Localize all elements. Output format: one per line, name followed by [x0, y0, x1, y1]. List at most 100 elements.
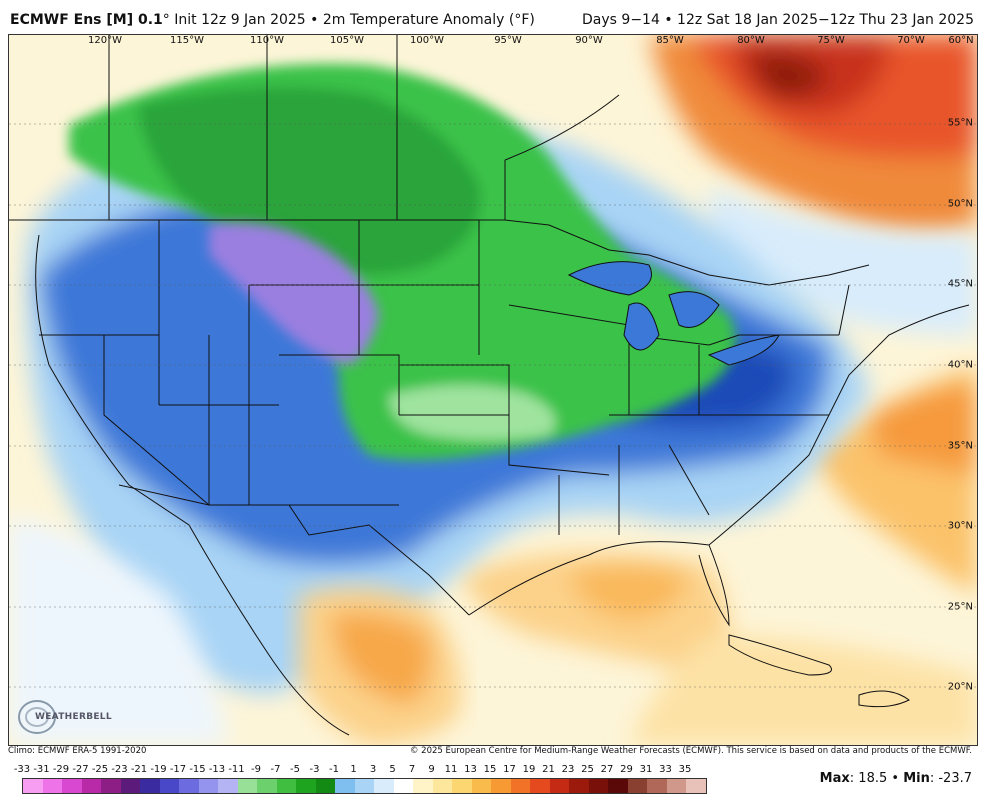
atlantic-warm-area [459, 365, 977, 745]
pacific-cool-area [9, 515, 229, 745]
colorbar-tick-label: 33 [659, 764, 672, 775]
political-boundaries [9, 35, 970, 736]
colorbar-tick-label: -19 [150, 764, 167, 775]
colorbar-swatch [198, 779, 218, 793]
colorbar-swatch [315, 779, 335, 793]
lat-label-55n: 55°N [947, 117, 973, 129]
lat-label-30n: 30°N [947, 520, 973, 532]
colorbar [22, 778, 707, 794]
colorbar-tick-label: 7 [408, 764, 416, 775]
colorbar-swatch [354, 779, 374, 793]
colorbar-tick-label: 13 [464, 764, 477, 775]
colorbar-tick-label: -1 [329, 764, 339, 775]
colorbar-swatch [101, 779, 121, 793]
colorbar-swatch [666, 779, 686, 793]
canada-east-warm-area [649, 35, 977, 233]
colorbar-tick-label: -25 [91, 764, 109, 775]
climo-note: Climo: ECMWF ERA-5 1991-2020 [8, 746, 147, 756]
colorbar-swatch [42, 779, 62, 793]
colorbar-tick-label: 27 [600, 764, 614, 775]
colorbar-swatch [393, 779, 413, 793]
colorbar-tick-label: -11 [228, 764, 245, 775]
colorbar-swatch [276, 779, 296, 793]
colorbar-tick-label: 23 [561, 764, 575, 775]
lon-label-115w: 115°W [170, 35, 204, 46]
colorbar-tick-label: -15 [189, 764, 206, 775]
colorbar-swatch [530, 779, 550, 793]
colorbar-tick-label: -33 [13, 764, 31, 775]
min-label: Min [903, 771, 930, 786]
separator: • [310, 12, 319, 28]
us-canada-border [9, 219, 870, 286]
copyright-note: © 2025 European Centre for Medium-Range … [409, 746, 972, 756]
lat-label-20n: 20°N [947, 681, 973, 693]
colorbar-swatch [335, 779, 355, 793]
colorbar-tick-label: -29 [52, 764, 70, 775]
colorbar-swatch [491, 779, 511, 793]
colorbar-tick-label: -27 [72, 764, 89, 775]
us-mexico-border [118, 484, 470, 616]
lon-label-85w: 85°W [656, 35, 684, 46]
colorbar-swatch [432, 779, 452, 793]
colorbar-tick-label: -21 [130, 764, 148, 775]
weatherbell-logo-text: WEATHERBELL [35, 712, 112, 722]
lon-label-95w: 95°W [494, 35, 522, 46]
lon-label-80w: 80°W [737, 35, 765, 46]
lon-label-110w: 110°W [250, 35, 284, 46]
colorbar-tick-label: 9 [428, 764, 435, 775]
max-min-summary: Max: 18.5 • Min: -23.7 [819, 771, 972, 786]
lat-label-25n: 25°N [947, 601, 973, 613]
colorbar-tick-label: 17 [503, 764, 516, 775]
colorbar-tick-label: 5 [389, 764, 396, 775]
mexico-warm-area [299, 587, 461, 745]
colorbar-tick-label: 11 [444, 764, 458, 775]
colorbar-tick-label: 19 [522, 764, 536, 775]
map-canvas [9, 35, 977, 745]
colorbar-swatch [23, 779, 43, 793]
colorbar-swatch [569, 779, 589, 793]
colorbar-swatch [510, 779, 530, 793]
colorbar-swatch [608, 779, 628, 793]
colorbar-swatch [471, 779, 491, 793]
init-time: Init 12z 9 Jan 2025 [174, 12, 306, 28]
colorbar-tick-label: 35 [678, 764, 692, 775]
colorbar-tick-label: -3 [309, 764, 320, 775]
max-label: Max [819, 771, 850, 786]
colorbar-tick-label: 25 [581, 764, 594, 775]
lon-label-120w: 120°W [88, 35, 122, 46]
colorbar-swatch [452, 779, 472, 793]
lat-label-35n: 35°N [947, 440, 973, 452]
map-title: ECMWF Ens [M] 0.1° Init 12z 9 Jan 2025 •… [10, 12, 535, 28]
colorbar-swatch [647, 779, 667, 793]
colorbar-labels: -33 -31 -29 -27 -25 -23 -21 -19 -17 -15 -13 -11 -9 -7… [12, 764, 712, 776]
colorbar-swatch [120, 779, 140, 793]
colorbar-tick-label: 15 [483, 764, 497, 775]
colorbar-tick-label: 29 [620, 764, 633, 775]
lat-label-60n: 60°N [948, 35, 974, 46]
purple-anomaly-area [209, 222, 379, 365]
colorbar-tick-label: 3 [369, 764, 377, 775]
model-name: ECMWF Ens [M] 0.1 [10, 12, 163, 28]
lat-label-45n: 45°N [947, 278, 973, 290]
colorbar-swatch [627, 779, 647, 793]
quebec-cool-area [709, 185, 977, 335]
colorbar-swatch [62, 779, 82, 793]
graticule [9, 123, 977, 688]
colorbar-tick-label: -5 [290, 764, 300, 775]
colorbar-tick-label: -13 [208, 764, 226, 775]
colorbar-swatch [413, 779, 433, 793]
colorbar-swatch [257, 779, 277, 793]
colorbar-swatch [237, 779, 257, 793]
lon-label-70w: 70°W [897, 35, 925, 46]
colorbar-swatch [81, 779, 101, 793]
colorbar-swatch [159, 779, 179, 793]
colorbar-swatch [686, 779, 706, 793]
colorbar-tick-label: 1 [350, 764, 357, 775]
lon-label-90w: 90°W [575, 35, 603, 46]
colorbar-tick-label: -23 [111, 764, 128, 775]
colorbar-tick-label: -31 [33, 764, 50, 775]
colorbar-tick-label: 31 [639, 764, 653, 775]
lat-label-50n: 50°N [947, 198, 973, 210]
lon-label-75w: 75°W [817, 35, 845, 46]
colorbar-tick-label: -7 [270, 764, 281, 775]
